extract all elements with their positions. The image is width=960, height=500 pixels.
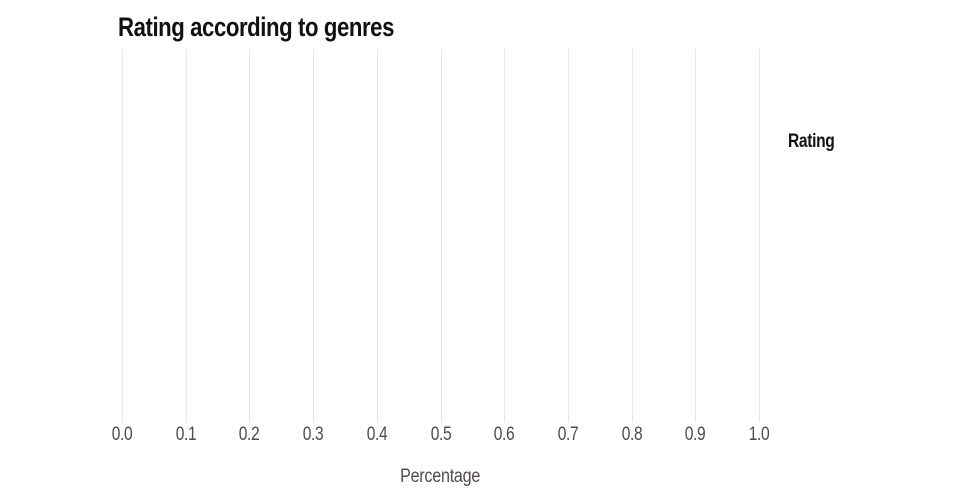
legend-title: Rating: [788, 131, 835, 152]
gridline: [376, 49, 378, 422]
gridline: [759, 49, 760, 422]
x-axis-tick-label: 0.0: [111, 424, 133, 445]
x-axis-tick-label: 0.1: [175, 424, 196, 445]
x-axis-tick-label: 0.6: [493, 424, 515, 445]
x-axis-label-text: Percentage: [400, 466, 481, 487]
x-axis-tick-label: 0.3: [302, 424, 324, 445]
plot-area: [122, 49, 760, 422]
gridline: [249, 49, 251, 422]
x-axis-tick-label: 0.4: [366, 424, 388, 445]
chart-title: Rating according to genres: [118, 12, 394, 42]
gridline: [695, 49, 697, 422]
x-axis-tick-label: 0.2: [239, 424, 260, 445]
x-axis-tick-row: 0.0 0.1 0.2 0.3 0.4 0.5 0.6 0.7 0.8 0.9 1.0: [112, 424, 770, 446]
gridline: [440, 49, 442, 422]
gridline: [313, 49, 315, 422]
gridline: [122, 49, 123, 422]
gridline: [631, 49, 633, 422]
x-axis-tick-label: 0.7: [557, 424, 579, 445]
gridline: [504, 49, 506, 422]
legend: Rating: [788, 131, 845, 153]
gridline: [567, 49, 569, 422]
x-axis-tick-label: 0.5: [430, 424, 451, 445]
x-axis-label: Percentage: [122, 466, 759, 488]
gridline: [185, 49, 187, 422]
x-axis-tick-label: 0.8: [621, 424, 642, 445]
x-axis-tick-label: 1.0: [748, 424, 770, 445]
x-axis-tick-label: 0.9: [685, 424, 706, 445]
